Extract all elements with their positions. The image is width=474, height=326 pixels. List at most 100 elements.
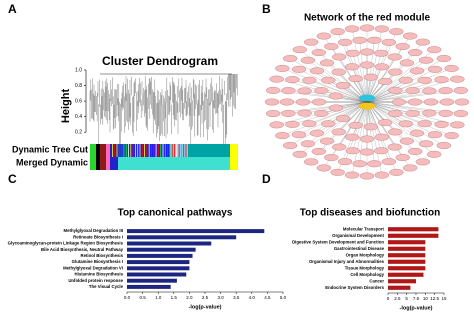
network-node (395, 43, 410, 50)
module-strip (106, 144, 110, 157)
edge (366, 69, 436, 103)
network-node (331, 68, 346, 76)
category-label: Cell Morphology (350, 272, 384, 277)
network-node (291, 65, 307, 73)
network-node (321, 120, 336, 128)
network-node (418, 56, 434, 64)
network-node (417, 76, 432, 84)
network-node (337, 158, 353, 166)
module-strip (128, 157, 170, 170)
network-node (324, 43, 339, 50)
module-strip (106, 157, 110, 170)
bar (127, 241, 212, 246)
network-node (291, 131, 307, 139)
category-label: Glutamine Biosynthesis I (72, 259, 123, 264)
x-tick-label: 0 (387, 296, 390, 301)
network-node (436, 55, 452, 62)
module-strip (169, 144, 171, 157)
category-label: Methylglyoxal Degradation III (64, 228, 123, 233)
module-strip (90, 157, 96, 170)
module-strip (96, 144, 100, 157)
network-node (388, 128, 403, 136)
bar (127, 235, 237, 240)
network-node (359, 24, 375, 32)
edge (292, 101, 368, 125)
network-node (302, 76, 317, 84)
x-axis-label: -log(p-value) (189, 304, 222, 310)
module-strip (162, 144, 164, 157)
network-node (359, 61, 375, 69)
network-node (387, 143, 402, 151)
edge (327, 101, 368, 142)
network-node (348, 75, 363, 83)
network-node (264, 98, 280, 106)
network-node (275, 132, 290, 140)
module-strip (144, 144, 145, 157)
module-strip (178, 144, 180, 157)
chart-title: Top diseases and biofunction (300, 208, 440, 219)
bar (388, 227, 439, 232)
edge (366, 101, 452, 136)
x-tick-label: 2.0 (186, 295, 193, 300)
network-node (345, 63, 360, 71)
network-node (269, 121, 284, 129)
module-strip (155, 144, 157, 157)
bar (388, 246, 426, 251)
x-tick-label: 7.5 (413, 296, 420, 301)
network-node (436, 142, 452, 149)
row-label: Dynamic Tree Cut (12, 144, 88, 154)
network-node (359, 148, 375, 156)
module-strip (141, 144, 143, 157)
network-node (409, 129, 425, 137)
network-node (381, 38, 397, 46)
network-node (374, 147, 389, 155)
network-node (438, 87, 453, 95)
network-node (444, 132, 459, 140)
network-node (402, 164, 418, 172)
network-node (422, 87, 437, 95)
network-node (359, 48, 375, 56)
network-node (388, 86, 403, 94)
network-node (330, 168, 345, 176)
edge (366, 60, 427, 103)
network-node (398, 120, 413, 128)
network-node (275, 64, 290, 72)
edge (298, 101, 368, 135)
network-node (292, 150, 307, 158)
y-tick-label: 0.6 (75, 98, 82, 104)
network-node (363, 73, 379, 81)
bar (127, 229, 265, 234)
edge (282, 68, 368, 103)
edge (292, 79, 368, 103)
network-node (266, 110, 281, 118)
network-node (292, 46, 307, 54)
network-node (388, 110, 403, 118)
network-node (374, 171, 390, 179)
y-tick-label: 0.4 (75, 114, 82, 120)
network-node (374, 63, 389, 71)
x-tick-label: 2.5 (394, 296, 401, 301)
network-node (269, 75, 284, 83)
network-node (285, 76, 300, 84)
network-node (407, 98, 423, 106)
network-node (297, 87, 312, 95)
network-node (422, 109, 437, 117)
network-node (405, 109, 420, 117)
network-node (450, 75, 465, 83)
bar (388, 266, 426, 271)
bar (127, 278, 177, 283)
network-node (405, 87, 420, 95)
network-node (427, 131, 443, 139)
category-label: Organ Morphology (346, 252, 385, 257)
network-node (314, 109, 329, 117)
module-strip (164, 144, 166, 157)
module-strip (183, 144, 185, 157)
module-strip (185, 144, 187, 157)
bar (127, 253, 193, 258)
chart-title: Top canonical pathways (118, 208, 233, 219)
x-tick-label: 5 (405, 296, 408, 301)
network-node (281, 87, 296, 95)
x-axis-label: -log(p-value) (400, 305, 433, 311)
dendrogram-title: Cluster Dendrogram (102, 54, 218, 68)
network-node (359, 135, 375, 143)
